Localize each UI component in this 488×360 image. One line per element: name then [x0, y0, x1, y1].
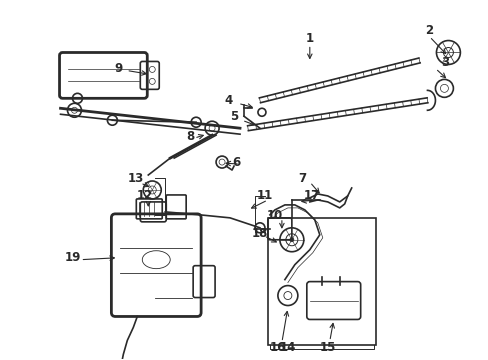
Bar [267, 218, 375, 345]
Text: 17: 17 [303, 189, 319, 202]
Text: 7: 7 [297, 171, 305, 185]
Circle shape [289, 238, 293, 242]
Text: 2: 2 [425, 24, 433, 37]
Text: 3: 3 [441, 56, 448, 69]
Text: 1: 1 [305, 32, 313, 45]
Text: 19: 19 [64, 251, 81, 264]
Text: 14: 14 [279, 341, 295, 354]
Text: 9: 9 [114, 62, 122, 75]
Text: 11: 11 [256, 189, 272, 202]
Text: 18: 18 [251, 227, 267, 240]
Text: 8: 8 [185, 130, 194, 143]
Text: 4: 4 [224, 94, 233, 107]
Text: 6: 6 [231, 156, 240, 168]
Text: 10: 10 [266, 210, 283, 222]
Text: 12: 12 [137, 189, 153, 202]
Text: 16: 16 [269, 341, 285, 354]
Text: 5: 5 [229, 110, 238, 123]
Text: 15: 15 [319, 341, 335, 354]
Text: 13: 13 [128, 171, 144, 185]
